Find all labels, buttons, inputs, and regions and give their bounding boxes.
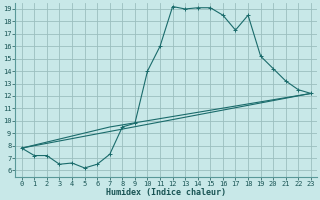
X-axis label: Humidex (Indice chaleur): Humidex (Indice chaleur): [106, 188, 226, 197]
